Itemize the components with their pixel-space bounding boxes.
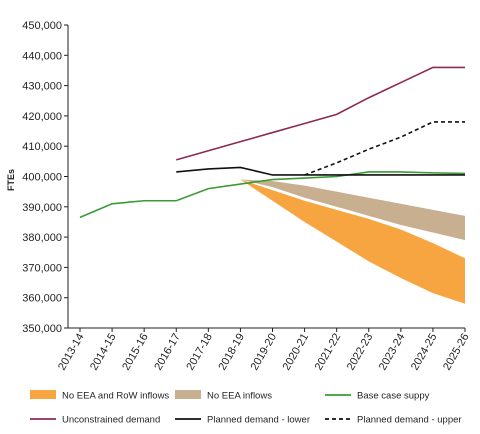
- y-tick-label: 430,000: [22, 81, 62, 93]
- series-line: [176, 166, 465, 176]
- x-tick-label: 2021-22: [313, 332, 344, 373]
- x-tick-label: 2013-14: [56, 332, 87, 373]
- legend-label: Unconstrained demand: [62, 415, 160, 426]
- y-tick-label: 370,000: [22, 262, 62, 274]
- series-line: [304, 121, 465, 176]
- series-line: [176, 66, 465, 161]
- legend-label: No EEA inflows: [207, 391, 272, 402]
- lines-layer: [79, 66, 466, 219]
- x-tick-label: 2020-21: [281, 332, 312, 373]
- x-ticks: 2013-14 2014-15 2015-16 2016-17 2017-18 2018-…: [56, 328, 472, 372]
- legend-swatch: [175, 390, 201, 399]
- legend: No EEA and RoW inflows No EEA inflows Base…: [30, 390, 462, 426]
- legend-label: No EEA and RoW inflows: [62, 391, 169, 402]
- y-tick-label: 360,000: [22, 293, 62, 305]
- x-tick-label: 2015-16: [120, 332, 151, 373]
- legend-label: Base case suppy: [357, 391, 430, 402]
- x-tick-label: 2017-18: [184, 332, 215, 373]
- bands-layer: [240, 179, 465, 304]
- x-tick-label: 2023-24: [377, 332, 408, 373]
- legend-swatch: [30, 390, 56, 399]
- x-tick-label: 2016-17: [152, 332, 183, 373]
- x-tick-label: 2018-19: [216, 332, 247, 373]
- x-tick-label: 2025-26: [441, 332, 472, 373]
- y-tick-label: 450,000: [22, 20, 62, 32]
- legend-label: Planned demand - upper: [357, 415, 462, 426]
- band-area: [240, 179, 465, 241]
- axes: [67, 25, 465, 329]
- y-tick-label: 400,000: [22, 172, 62, 184]
- y-tick-label: 420,000: [22, 111, 62, 123]
- y-tick-label: 410,000: [22, 141, 62, 153]
- x-tick-label: 2014-15: [88, 332, 119, 373]
- x-tick-label: 2019-20: [249, 332, 280, 373]
- y-ticks: 350,000 360,000 370,000 380,000 390,000 400,0…: [22, 20, 68, 335]
- y-tick-label: 390,000: [22, 202, 62, 214]
- x-tick-label: 2022-23: [345, 332, 376, 373]
- legend-label: Planned demand - lower: [207, 415, 310, 426]
- x-tick-label: 2024-25: [409, 332, 440, 373]
- y-tick-label: 440,000: [22, 50, 62, 62]
- y-tick-label: 380,000: [22, 232, 62, 244]
- y-tick-label: 350,000: [22, 323, 62, 335]
- band-area: [240, 179, 465, 304]
- series-line: [79, 171, 466, 219]
- y-axis-title: FTEs: [6, 169, 16, 191]
